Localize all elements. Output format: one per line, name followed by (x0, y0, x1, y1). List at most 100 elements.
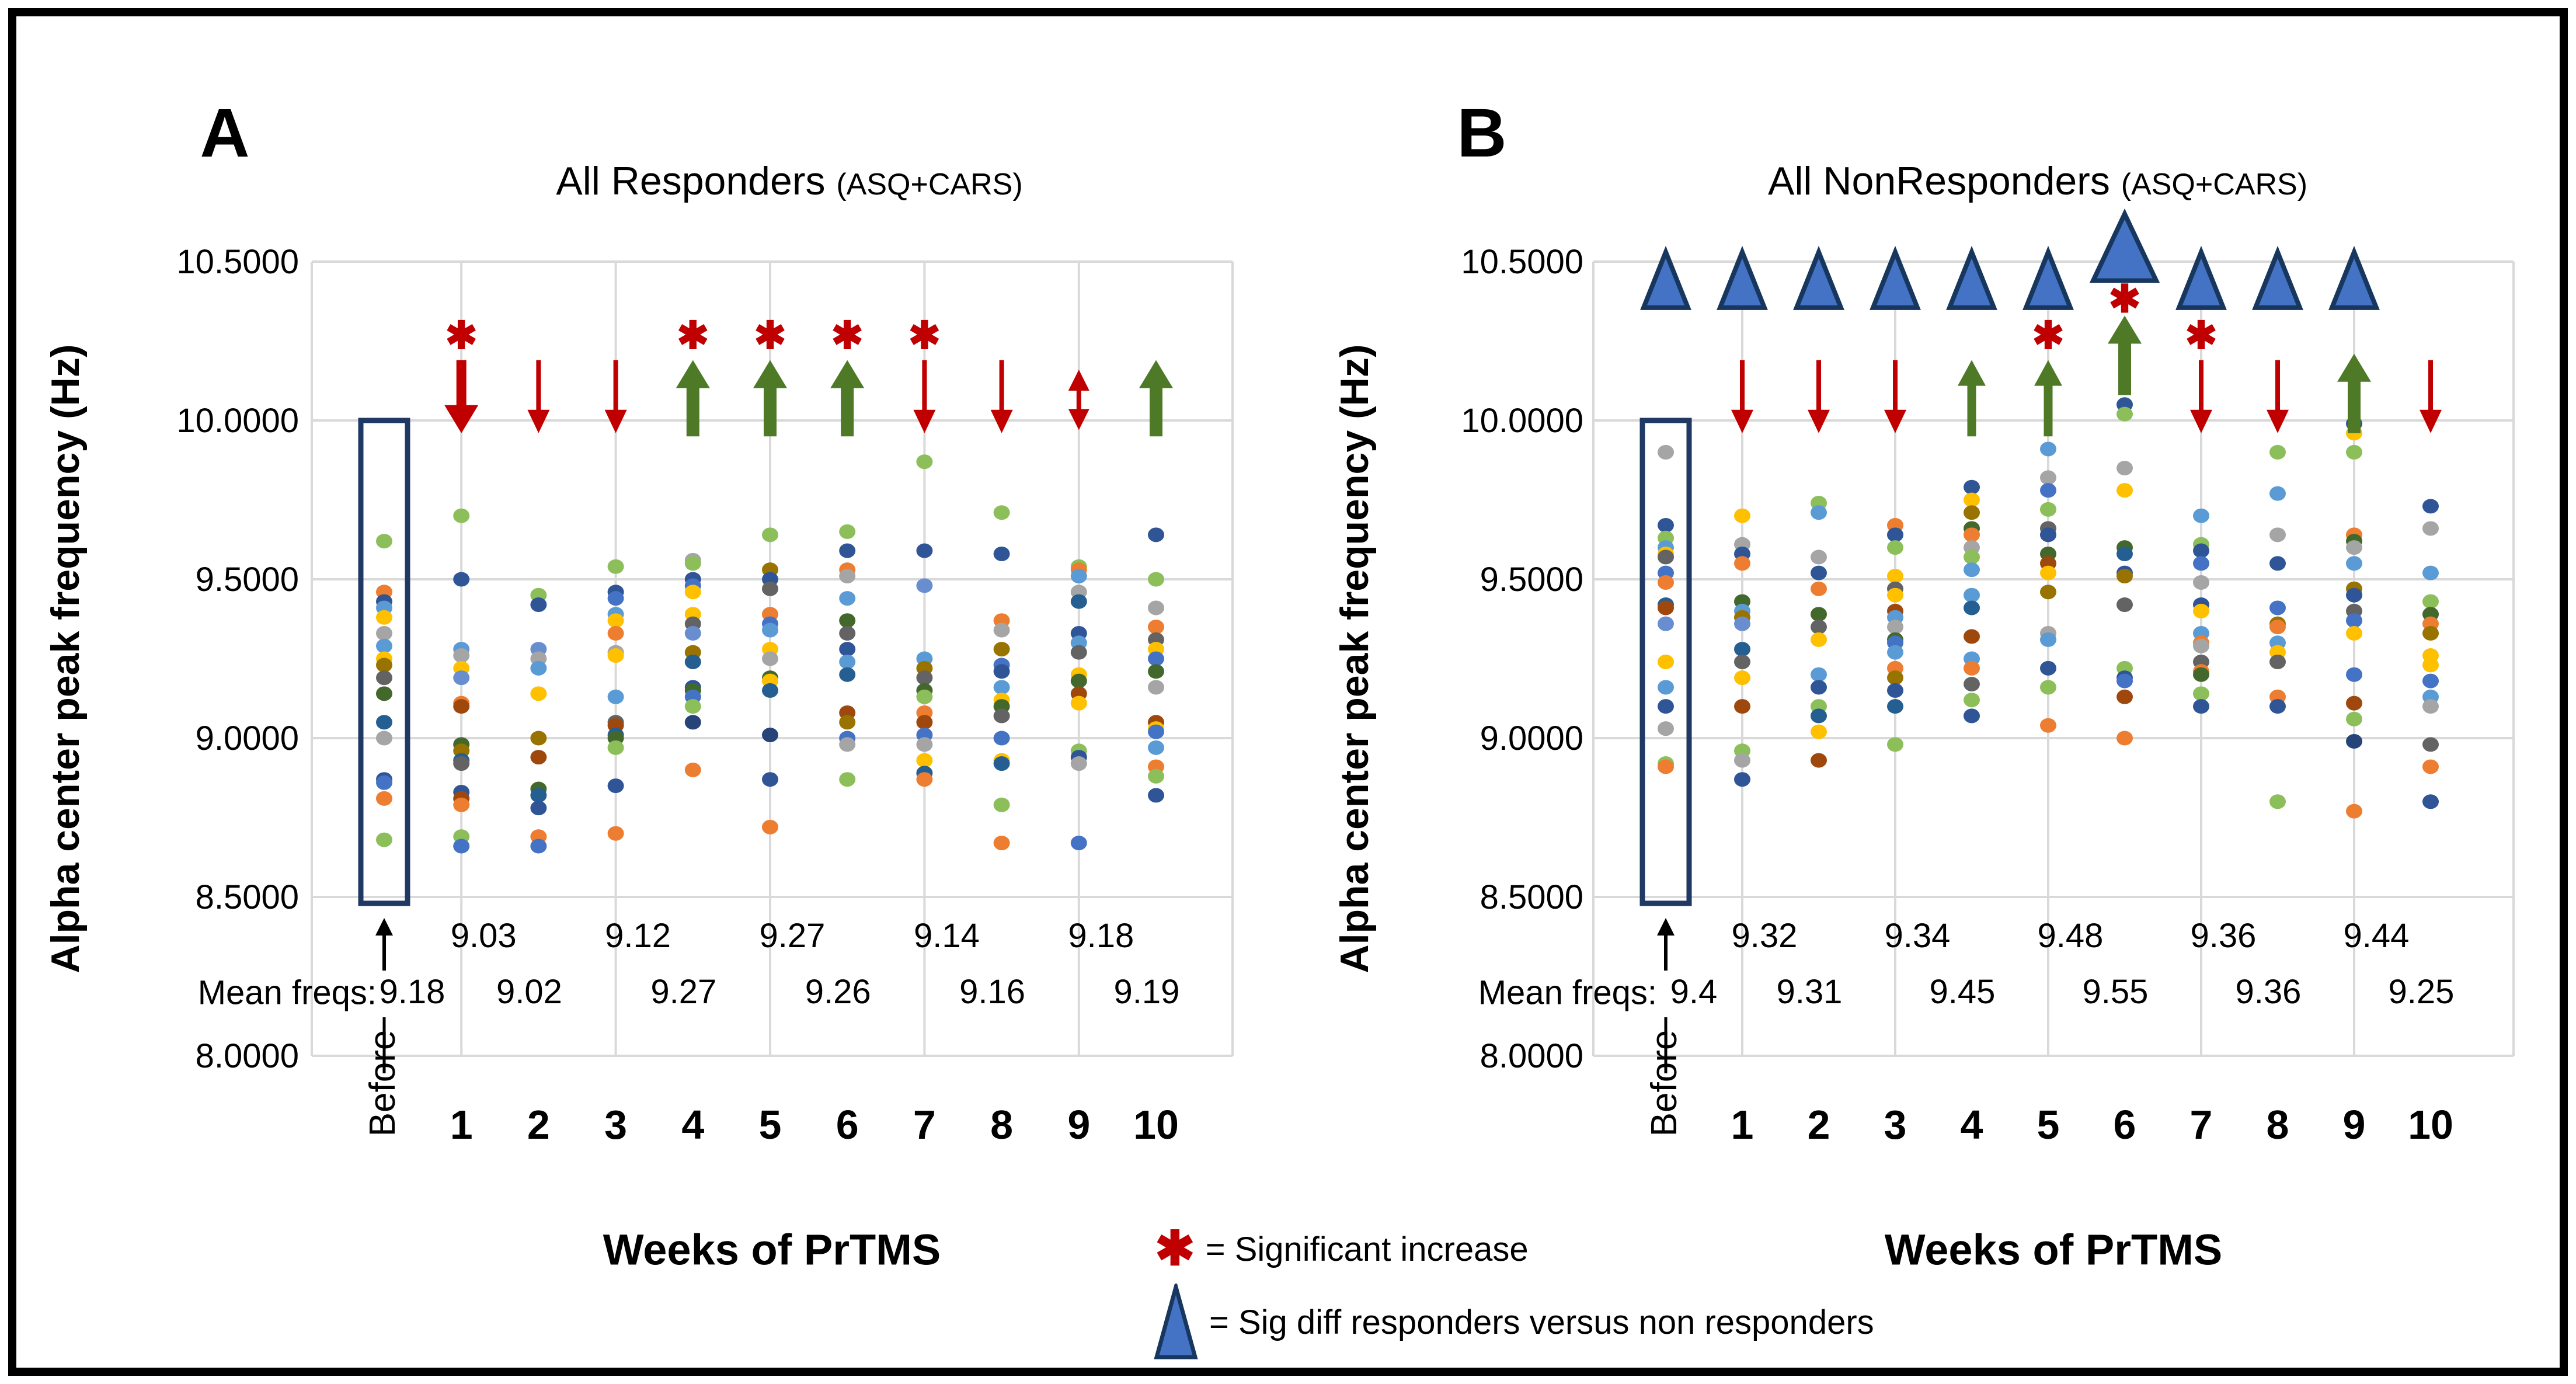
data-point (993, 664, 1010, 679)
panel-a-title: All Responders (ASQ+CARS) (556, 158, 1022, 204)
data-point (1964, 550, 1980, 565)
data-point (2040, 527, 2056, 543)
data-point (993, 505, 1010, 520)
trend-arrow-up-head (1958, 360, 1986, 386)
data-point (1811, 581, 1827, 596)
data-point (1658, 680, 1674, 695)
x-tick-label: 2 (527, 1102, 550, 1147)
panel-a-title-suffix: (ASQ+CARS) (836, 168, 1023, 201)
data-point (1070, 836, 1087, 851)
data-point (1070, 696, 1087, 711)
sig-diff-triangle (2328, 245, 2380, 310)
data-point (839, 654, 856, 669)
trend-arrow-up-head (1657, 918, 1675, 936)
data-point (916, 454, 933, 470)
data-point (916, 578, 933, 593)
data-point (2269, 794, 2286, 809)
data-point (1734, 753, 1750, 768)
mean-value: 9.18 (380, 973, 445, 1011)
data-point (376, 731, 392, 746)
sig-diff-triangle (1946, 245, 1997, 310)
data-point (1887, 527, 1903, 543)
significance-asterisk: ✱ (2032, 314, 2064, 357)
x-tick-label: 9 (2343, 1102, 2366, 1147)
data-point (839, 667, 856, 682)
data-point (1148, 600, 1164, 616)
data-point (1811, 607, 1827, 622)
x-tick-label: 9 (1067, 1102, 1090, 1147)
data-point (607, 740, 624, 755)
data-point (1887, 645, 1903, 660)
data-point (376, 791, 392, 806)
data-point (607, 826, 624, 841)
data-point (1887, 737, 1903, 752)
mean-value: 9.4 (1670, 973, 1718, 1011)
data-point (2040, 585, 2056, 600)
data-point (607, 559, 624, 574)
data-point (993, 680, 1010, 695)
data-point (2117, 546, 2133, 561)
data-point (916, 715, 933, 730)
data-point (2346, 613, 2362, 628)
trend-arrow-down-head (527, 409, 550, 433)
data-point (916, 670, 933, 686)
data-point (1964, 479, 1980, 495)
data-point (916, 737, 933, 752)
data-point (2040, 502, 2056, 517)
data-point (1811, 632, 1827, 647)
trend-arrow-up-head (2108, 315, 2142, 344)
data-point (1148, 527, 1164, 543)
data-point (2346, 587, 2362, 603)
data-point (2269, 620, 2286, 635)
data-point (684, 625, 701, 641)
y-tick-label: 10.0000 (176, 402, 299, 440)
data-point (2269, 654, 2286, 669)
data-point (2193, 603, 2209, 618)
data-point (2422, 658, 2439, 673)
data-point (1811, 565, 1827, 580)
data-point (530, 597, 547, 613)
data-point (607, 591, 624, 606)
data-point (1658, 616, 1674, 631)
data-point (839, 715, 856, 730)
significance-asterisk: ✱ (2185, 314, 2217, 357)
data-point (1148, 680, 1164, 695)
trend-arrow-up-head (2034, 360, 2062, 386)
data-point (1887, 569, 1903, 584)
data-point (607, 613, 624, 628)
data-point (2346, 667, 2362, 682)
mean-freqs-label-a: Mean freqs: (197, 973, 377, 1012)
y-tick-label: 8.5000 (1480, 878, 1583, 916)
data-point (684, 585, 701, 600)
data-point (1811, 753, 1827, 768)
sig-diff-triangle (2252, 245, 2303, 310)
panel-letter-a: A (200, 95, 250, 172)
data-point (1658, 699, 1674, 714)
data-point (2117, 461, 2133, 476)
sig-diff-triangle (1870, 245, 1921, 310)
data-point (2422, 565, 2439, 580)
data-point (1070, 645, 1087, 660)
data-point (1964, 587, 1980, 603)
mean-value: 9.45 (1930, 973, 1996, 1011)
data-point (1734, 772, 1750, 787)
x-tick-label: 7 (913, 1102, 936, 1147)
data-point (993, 756, 1010, 771)
data-point (1734, 670, 1750, 686)
y-axis-title-b: Alpha center peak frequency (Hz) (1332, 344, 1377, 973)
data-point (684, 699, 701, 714)
data-point (2117, 689, 2133, 704)
trend-arrow-up-head (753, 360, 787, 388)
data-point (530, 660, 547, 676)
data-point (1658, 759, 1674, 774)
data-point (376, 715, 392, 730)
legend-sig-diff-label: = Sig diff responders versus non respond… (1209, 1303, 1874, 1341)
data-point (1964, 492, 1980, 507)
trend-arrow-up-head (2337, 353, 2371, 382)
trend-arrow-down-head (990, 409, 1013, 433)
x-tick-label: 10 (1133, 1102, 1179, 1147)
data-point (1070, 673, 1087, 688)
data-point (2193, 638, 2209, 653)
y-tick-label: 9.0000 (1480, 719, 1583, 757)
